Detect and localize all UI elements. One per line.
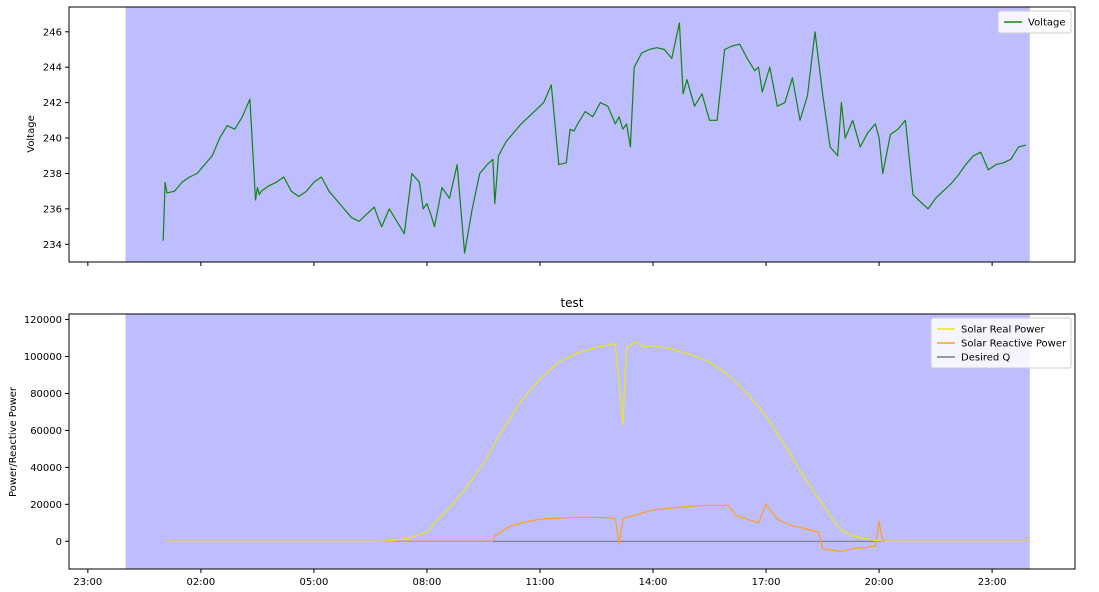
power-chart-title: test <box>560 296 583 310</box>
voltage-shaded-span <box>125 7 1030 262</box>
y-tick-label: 234 <box>43 240 62 251</box>
power-panel: test 0 20000 40000 60000 80000 100000 120000 2… <box>8 296 1076 588</box>
power-legend: Solar Real Power Solar Reactive Power Desi… <box>930 317 1072 369</box>
x-tick-label: 02:00 <box>186 577 215 588</box>
voltage-x-ticks <box>87 262 993 266</box>
power-x-ticks: 23:00 02:00 05:00 08:00 11:00 14:00 17:00 20:00… <box>73 569 1007 588</box>
x-tick-label: 05:00 <box>299 577 328 588</box>
voltage-plot-frame <box>68 6 1076 263</box>
y-tick-label: 0 <box>56 537 62 548</box>
legend-entry: Desired Q <box>961 353 1010 364</box>
legend-box <box>997 10 1072 34</box>
y-tick-label: 40000 <box>30 463 62 474</box>
x-tick-label: 17:00 <box>752 577 781 588</box>
y-tick-label: 244 <box>43 63 62 74</box>
power-shaded-span <box>125 314 1030 569</box>
y-tick-label: 20000 <box>30 500 62 511</box>
y-tick-label: 80000 <box>30 389 62 400</box>
x-tick-label: 14:00 <box>639 577 668 588</box>
voltage-y-ticks: 234 236 238 240 242 244 246 <box>43 27 69 251</box>
y-tick-label: 246 <box>43 27 62 38</box>
y-tick-label: 60000 <box>30 426 62 437</box>
power-y-axis-label: Power/Reactive Power <box>8 386 19 497</box>
voltage-y-axis-label: Voltage <box>26 115 37 153</box>
x-tick-label: 08:00 <box>413 577 442 588</box>
legend-entry: Solar Real Power <box>961 325 1046 336</box>
legend-box <box>930 317 1072 369</box>
series-line-solar-real-power <box>163 341 1030 542</box>
y-tick-label: 120000 <box>24 315 62 326</box>
voltage-legend: Voltage <box>997 10 1072 34</box>
y-tick-label: 236 <box>43 204 62 215</box>
y-tick-label: 238 <box>43 169 62 180</box>
voltage-panel: 234 236 238 240 242 244 246 Voltage Voltage <box>26 6 1076 266</box>
power-series-group <box>163 341 1030 553</box>
x-tick-label: 23:00 <box>73 577 102 588</box>
series-line-voltage <box>162 22 1027 254</box>
x-tick-label: 23:00 <box>978 577 1007 588</box>
series-line-solar-reactive-power <box>163 503 1030 553</box>
legend-entry: Solar Reactive Power <box>961 339 1067 350</box>
y-tick-label: 100000 <box>24 352 62 363</box>
voltage-series-group <box>162 22 1027 254</box>
y-tick-label: 242 <box>43 98 62 109</box>
power-y-ticks: 0 20000 40000 60000 80000 100000 120000 <box>24 315 69 548</box>
x-tick-label: 20:00 <box>865 577 894 588</box>
x-tick-label: 11:00 <box>526 577 555 588</box>
power-plot-frame <box>68 313 1076 570</box>
legend-entry: Voltage <box>1028 18 1066 29</box>
y-tick-label: 240 <box>43 134 62 145</box>
